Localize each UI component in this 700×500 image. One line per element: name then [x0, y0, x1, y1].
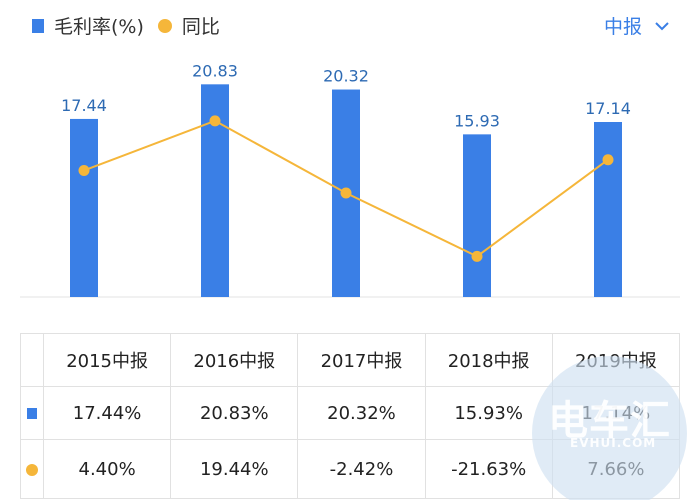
bar-value-label: 20.32: [323, 67, 369, 86]
table-cell: 17.44%: [42, 386, 172, 440]
watermark-text: 电车汇: [548, 398, 671, 444]
yoy-legend-marker: [157, 18, 172, 33]
margin-legend-label: 毛利率(%): [54, 16, 144, 38]
bar-value-label: 17.44: [61, 96, 107, 115]
chevron-down-icon: [655, 21, 669, 30]
period-selector-label: 中报: [603, 16, 642, 38]
bar-value-label: 17.14: [585, 99, 631, 118]
bar-value-label: 15.93: [454, 111, 500, 130]
table-cell: 20.32%: [297, 386, 426, 440]
watermark-subtext: EVHUI.COM: [570, 436, 657, 450]
chart: 17.44 20.83 20.32 15.93 17.14: [20, 61, 680, 298]
yoy-point: [78, 164, 90, 176]
table-header-cell: 2019中报: [551, 333, 681, 387]
table-header-cell: 2017中报: [297, 333, 426, 387]
yoy-point: [471, 250, 483, 262]
margin-row-marker-cell: [20, 386, 44, 440]
table-cell: -21.63%: [424, 439, 553, 499]
bar: [594, 122, 622, 297]
yoy-point: [340, 187, 352, 199]
table-header-cell: 2015中报: [42, 333, 172, 387]
table-header-cell: 2016中报: [170, 333, 299, 387]
table-cell: 20.83%: [170, 386, 299, 440]
table-corner: [20, 333, 44, 387]
table-cell: -2.42%: [297, 439, 426, 499]
yoy-point: [209, 115, 221, 127]
table-cell: 15.93%: [424, 386, 553, 440]
yoy-row-marker-cell: [20, 439, 44, 499]
margin-row-marker: [27, 408, 37, 419]
yoy-row-marker: [26, 463, 38, 476]
table-cell: 4.40%: [42, 439, 172, 499]
bar: [463, 134, 491, 297]
table-cell: 19.44%: [170, 439, 299, 499]
bar: [70, 118, 98, 298]
table-header-cell: 2018中报: [424, 333, 553, 387]
bar-value-label: 20.83: [192, 61, 238, 80]
yoy-point: [602, 154, 614, 166]
chart-legend: 毛利率(%) 同比: [32, 12, 220, 39]
period-selector[interactable]: 中报: [604, 12, 670, 39]
margin-legend-marker: [32, 18, 44, 33]
yoy-legend-label: 同比: [181, 16, 220, 38]
table-header-row: 2015中报 2016中报 2017中报 2018中报 2019中报: [20, 333, 681, 387]
